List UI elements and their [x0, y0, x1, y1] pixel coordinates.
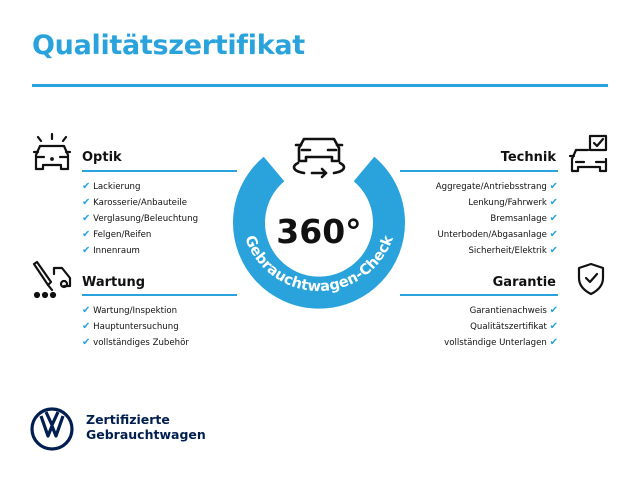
garantie-list: Garantienachweis ✔ Qualitätszertifikat ✔… — [444, 303, 558, 351]
check-icon: ✔ — [82, 245, 91, 256]
section-title-garantie: Garantie — [492, 275, 556, 290]
check-icon: ✔ — [549, 337, 558, 348]
list-item: Unterboden/Abgasanlage ✔ — [437, 229, 559, 240]
vw-logo — [30, 407, 74, 451]
list-item: Lenkung/Fahrwerk ✔ — [468, 197, 558, 208]
list-item: ✔ Innenraum — [82, 245, 140, 256]
degrees-label: 360° — [276, 212, 361, 251]
section-title-optik: Optik — [82, 150, 122, 165]
brand-line1: Zertifizierte — [86, 412, 170, 427]
check-icon: ✔ — [549, 213, 558, 224]
check-icon: ✔ — [82, 337, 91, 348]
check-icon: ✔ — [549, 197, 558, 208]
brand-line2: Gebrauchtwagen — [86, 427, 206, 442]
check-icon: ✔ — [82, 197, 91, 208]
maintenance-truck-icon — [32, 260, 72, 299]
car-checklist-icon — [568, 134, 608, 173]
check-360-badge: 360° Gebrauchtwagen-Check — [233, 137, 405, 309]
check-icon: ✔ — [549, 181, 558, 192]
list-item: Bremsanlage ✔ — [490, 213, 558, 224]
section-title-wartung: Wartung — [82, 275, 146, 290]
check-icon: ✔ — [82, 229, 91, 240]
garantie-divider — [400, 294, 558, 296]
page-title: Qualitätszertifikat — [32, 30, 305, 61]
list-item: ✔ Verglasung/Beleuchtung — [82, 213, 199, 224]
list-item: Qualitätszertifikat ✔ — [470, 321, 558, 332]
technik-list: Aggregate/Antriebsstrang ✔ Lenkung/Fahrw… — [436, 179, 558, 259]
list-item: ✔ Hauptuntersuchung — [82, 321, 179, 332]
check-icon: ✔ — [549, 229, 558, 240]
check-icon: ✔ — [82, 321, 91, 332]
list-item: ✔ Wartung/Inspektion — [82, 305, 178, 316]
shield-check-icon — [577, 262, 605, 296]
check-icon: ✔ — [549, 245, 558, 256]
technik-divider — [400, 170, 558, 172]
ring-band — [233, 156, 405, 309]
list-item: ✔ Felgen/Reifen — [82, 229, 152, 240]
list-item: ✔ vollständiges Zubehör — [82, 337, 189, 348]
optik-divider — [82, 170, 237, 172]
section-title-technik: Technik — [500, 150, 556, 165]
check-icon: ✔ — [549, 321, 558, 332]
brand-label: Zertifizierte Gebrauchtwagen — [86, 412, 206, 442]
check-icon: ✔ — [82, 305, 91, 316]
list-item: Aggregate/Antriebsstrang ✔ — [435, 181, 558, 192]
list-item: Garantienachweis ✔ — [469, 305, 558, 316]
wartung-list: ✔ Wartung/Inspektion ✔ Hauptuntersuchung… — [82, 303, 189, 351]
car-rotate-icon — [292, 137, 346, 179]
check-icon: ✔ — [549, 305, 558, 316]
list-item: vollständige Unterlagen ✔ — [444, 337, 558, 348]
optik-list: ✔ Lackierung ✔ Karosserie/Anbauteile ✔ V… — [82, 179, 198, 259]
check-icon: ✔ — [82, 213, 91, 224]
title-divider — [32, 84, 608, 87]
wartung-divider — [82, 294, 237, 296]
list-item: ✔ Lackierung — [82, 181, 141, 192]
list-item: ✔ Karosserie/Anbauteile — [82, 197, 188, 208]
car-lights-icon — [32, 132, 72, 171]
list-item: Sicherheit/Elektrik ✔ — [468, 245, 558, 256]
check-icon: ✔ — [82, 181, 91, 192]
